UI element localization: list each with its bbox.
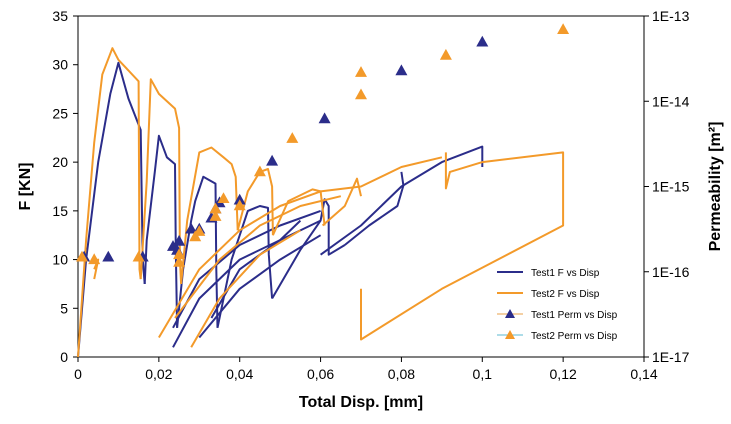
legend-label: Test1 F vs Disp bbox=[531, 268, 600, 279]
data-point-4 bbox=[217, 192, 230, 203]
legend-swatch-marker bbox=[505, 309, 515, 318]
series-line-2 bbox=[360, 151, 565, 341]
y-tick-label: 15 bbox=[52, 203, 68, 219]
data-point-4 bbox=[173, 256, 186, 267]
y-tick-label: 5 bbox=[60, 300, 68, 316]
data-point-3 bbox=[318, 112, 331, 124]
data-point-3 bbox=[233, 193, 246, 205]
series-line-2 bbox=[236, 168, 274, 236]
x-tick-label: 0,08 bbox=[388, 366, 415, 382]
data-point-4 bbox=[355, 88, 367, 100]
series-line-2 bbox=[271, 188, 326, 236]
legend-label: Test1 Perm vs Disp bbox=[531, 310, 618, 321]
y-tick-label: 10 bbox=[52, 252, 68, 268]
series-line-1 bbox=[344, 171, 405, 246]
x-tick-label: 0,14 bbox=[630, 366, 657, 382]
series-line-2 bbox=[180, 146, 239, 284]
series-line-1 bbox=[176, 175, 219, 328]
legend-label: Test2 Perm vs Disp bbox=[531, 331, 618, 342]
y2-tick-label: 1E-13 bbox=[652, 8, 690, 24]
y2-tick-label: 1E-16 bbox=[652, 264, 690, 280]
x-tick-label: 0,04 bbox=[226, 366, 253, 382]
data-point-3 bbox=[476, 35, 489, 47]
series-line-1 bbox=[77, 61, 146, 358]
y-tick-label: 30 bbox=[52, 57, 68, 73]
y-tick-label: 25 bbox=[52, 105, 68, 121]
data-point-4 bbox=[439, 48, 452, 60]
data-point-3 bbox=[102, 250, 115, 262]
series-line-1 bbox=[320, 145, 484, 256]
data-point-4 bbox=[233, 199, 246, 211]
series-line-1 bbox=[172, 209, 321, 329]
series-line-1 bbox=[198, 234, 322, 339]
axes-layer: 0 0,02 0,04 0,06 0,08 0,1 0,12 0,14 0 5 10 15 20 25 30… bbox=[52, 8, 689, 382]
series-line-2 bbox=[190, 229, 301, 348]
x-tick-label: 0,02 bbox=[145, 366, 172, 382]
legend: Test1 F vs Disp Test2 F vs Disp Test1 Perm… bbox=[497, 268, 618, 342]
series-line-1 bbox=[216, 205, 274, 329]
data-point-4 bbox=[193, 225, 206, 236]
y2-tick-label: 1E-14 bbox=[652, 93, 690, 109]
data-point-4 bbox=[209, 202, 222, 214]
y-tick-label: 35 bbox=[52, 8, 68, 24]
data-point-4 bbox=[76, 250, 88, 262]
data-point-3 bbox=[173, 234, 186, 246]
series-line-1 bbox=[143, 134, 179, 328]
series-line-2 bbox=[158, 156, 443, 339]
y2-tick-label: 1E-15 bbox=[652, 179, 690, 195]
data-point-3 bbox=[266, 154, 279, 166]
data-point-3 bbox=[185, 222, 198, 234]
data-point-4 bbox=[209, 210, 222, 221]
data-point-4 bbox=[557, 23, 570, 34]
series-layer bbox=[76, 23, 570, 358]
data-point-4 bbox=[88, 253, 101, 265]
data-point-4 bbox=[173, 248, 186, 260]
x-tick-label: 0 bbox=[74, 366, 82, 382]
series-line-2 bbox=[93, 258, 100, 280]
y-tick-label: 0 bbox=[60, 349, 68, 365]
y2-tick-label: 1E-17 bbox=[652, 349, 690, 365]
data-point-3 bbox=[395, 64, 408, 76]
y-tick-label: 20 bbox=[52, 154, 68, 170]
legend-swatch-marker bbox=[505, 330, 515, 339]
data-point-4 bbox=[132, 250, 145, 262]
x-tick-label: 0,1 bbox=[473, 366, 493, 382]
series-line-2 bbox=[174, 195, 342, 319]
data-point-4 bbox=[286, 132, 299, 143]
legend-label: Test2 F vs Disp bbox=[531, 289, 600, 300]
x-tick-label: 0,12 bbox=[550, 366, 577, 382]
series-line-2 bbox=[77, 47, 142, 358]
x-tick-label: 0,06 bbox=[307, 366, 334, 382]
x-axis-title: Total Disp. [mm] bbox=[299, 394, 423, 411]
data-point-4 bbox=[355, 66, 367, 77]
data-point-4 bbox=[253, 165, 266, 177]
y-axis-title: F [KN] bbox=[17, 163, 34, 211]
y2-axis-title: Permeability [m²] bbox=[707, 122, 724, 252]
